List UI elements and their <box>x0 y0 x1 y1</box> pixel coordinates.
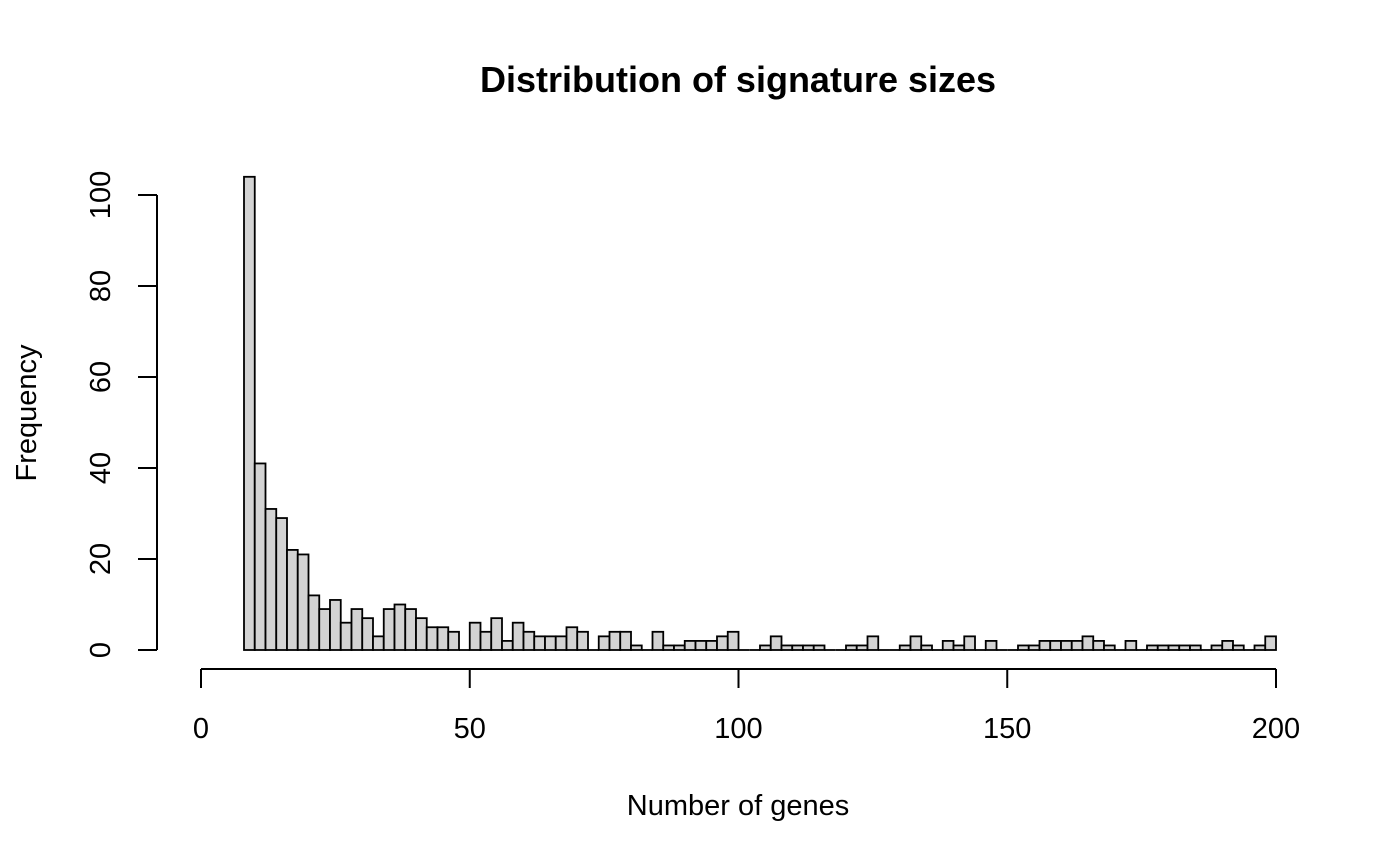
x-axis: 0 50 100 150 200 <box>193 668 1300 745</box>
histogram-bar <box>1027 644 1041 651</box>
histogram-bar <box>597 635 611 651</box>
histogram-bar <box>673 644 686 651</box>
histogram-bar <box>350 608 364 651</box>
histogram-bar <box>780 644 794 651</box>
histogram-bar <box>1103 644 1116 651</box>
histogram-bar <box>329 599 342 651</box>
x-tick-label: 0 <box>193 713 209 745</box>
y-tick-label: 40 <box>85 452 117 484</box>
histogram-bar <box>898 644 912 651</box>
histogram-bar <box>393 603 407 651</box>
y-tick-label: 0 <box>85 642 117 658</box>
histogram-bar <box>275 517 288 651</box>
histogram-bar <box>941 640 955 651</box>
histogram-bar <box>307 594 321 651</box>
histogram-bar <box>716 635 729 651</box>
histogram-bar <box>812 644 826 651</box>
histogram-bar <box>1146 644 1159 651</box>
histogram-bar <box>866 635 880 651</box>
histogram-bar <box>984 640 998 651</box>
y-axis-label: Frequency <box>11 344 43 482</box>
histogram-bar <box>339 621 353 651</box>
y-tick-label: 60 <box>85 361 117 393</box>
histogram-bar <box>1210 644 1224 651</box>
histogram-bar <box>694 640 708 651</box>
y-tick-label: 80 <box>85 270 117 302</box>
histogram-bar <box>382 608 396 651</box>
histogram-bar <box>264 508 278 651</box>
histogram-bar <box>1092 640 1105 651</box>
histogram-bar <box>554 635 568 651</box>
histogram-bar <box>479 630 493 651</box>
histogram-bar <box>565 626 579 651</box>
histogram-bar <box>490 617 503 651</box>
histogram-bar <box>253 462 267 651</box>
x-axis-label: Number of genes <box>627 790 849 822</box>
histogram-bar <box>683 640 697 651</box>
histogram-bar <box>1167 644 1181 651</box>
histogram-bar <box>726 630 740 651</box>
histogram-bar <box>855 644 869 651</box>
histogram-bar <box>533 635 546 651</box>
histogram-bar <box>963 635 976 651</box>
histogram-bar <box>1253 644 1267 651</box>
bars-group <box>243 175 1277 651</box>
x-tick-label: 50 <box>454 713 486 745</box>
histogram-bar <box>802 644 815 651</box>
histogram-bar <box>468 621 482 651</box>
histogram-bar <box>1017 644 1030 651</box>
histogram-bar <box>651 630 665 651</box>
histogram-bar <box>286 549 299 651</box>
histogram-bar <box>1038 640 1052 651</box>
histogram-bar <box>404 608 417 651</box>
histogram-bar <box>909 635 923 651</box>
histogram-bar <box>1178 644 1191 651</box>
histogram-bar <box>296 553 310 651</box>
histogram-bar <box>920 644 933 651</box>
histogram-bar <box>791 644 804 651</box>
histogram-bar <box>759 644 772 651</box>
histogram-bar <box>1221 640 1234 651</box>
histogram-bar <box>845 644 858 651</box>
histogram-bar <box>576 630 589 651</box>
histogram-bar <box>608 630 622 651</box>
histogram-bar <box>544 635 557 651</box>
histogram-bar <box>952 644 966 651</box>
histogram-bar <box>1264 635 1277 651</box>
x-tick-label: 150 <box>983 713 1031 745</box>
histogram-bar <box>415 617 428 651</box>
histogram-bar <box>1156 644 1170 651</box>
histogram-bar <box>501 640 514 651</box>
histogram-bar <box>243 175 256 651</box>
histogram-bar <box>1232 644 1245 651</box>
histogram-bar <box>630 644 643 651</box>
histogram-bar <box>1081 635 1095 651</box>
histogram-bar <box>1070 640 1084 651</box>
histogram-bar <box>372 635 385 651</box>
histogram-bar <box>619 630 632 651</box>
histogram-bar <box>447 630 460 651</box>
histogram-bar <box>511 621 525 651</box>
histogram-bar <box>1049 640 1062 651</box>
histogram-bar <box>1189 644 1202 651</box>
histogram-bar <box>662 644 675 651</box>
histogram-bar <box>522 630 536 651</box>
y-tick-label: 100 <box>85 171 117 219</box>
x-tick-label: 100 <box>714 713 762 745</box>
histogram-bar <box>705 640 718 651</box>
histogram-bar <box>1060 640 1073 651</box>
histogram-bar <box>436 626 450 651</box>
y-axis: 0 20 40 60 80 100 <box>85 171 158 658</box>
histogram-bar <box>425 626 439 651</box>
histogram-bar <box>361 617 374 651</box>
histogram-bar <box>1124 640 1138 651</box>
histogram-bar <box>318 608 331 651</box>
y-tick-label: 20 <box>85 543 117 575</box>
x-tick-label: 200 <box>1252 713 1300 745</box>
chart-title: Distribution of signature sizes <box>480 59 996 100</box>
histogram-bar <box>769 635 783 651</box>
